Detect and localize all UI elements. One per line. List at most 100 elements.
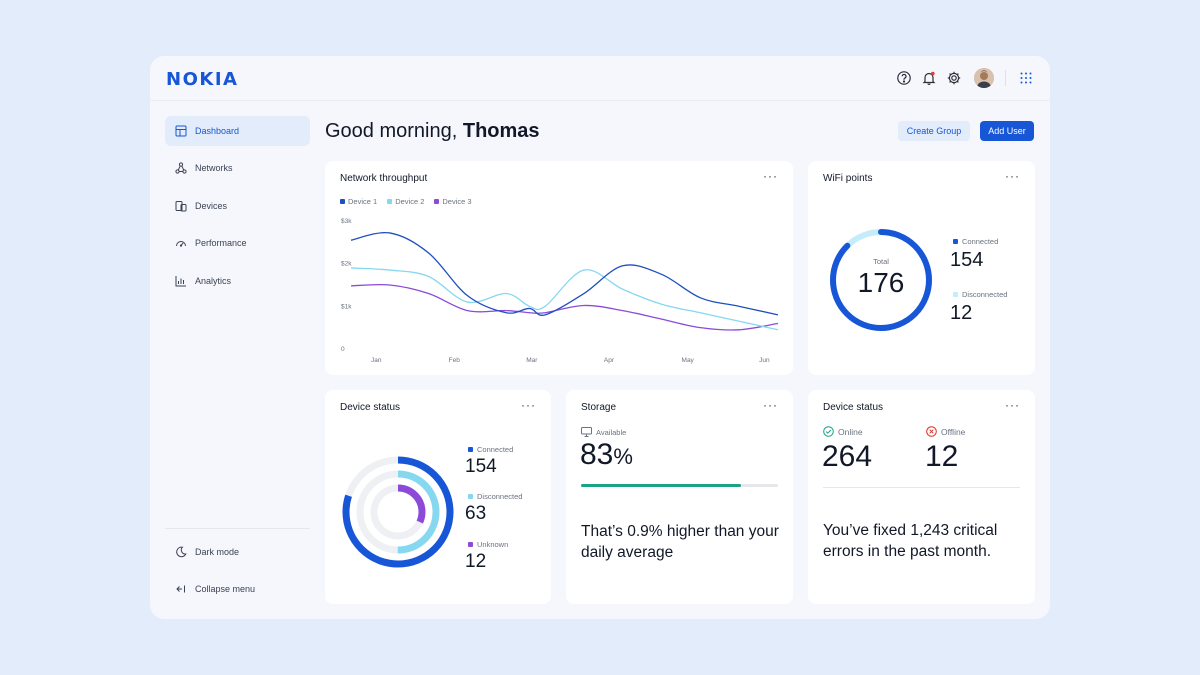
- series-line-device-3: [350, 283, 779, 331]
- sidebar-item-devices[interactable]: Devices: [165, 191, 310, 221]
- legend-item: Device 1: [340, 197, 377, 206]
- moon-icon: [174, 545, 188, 559]
- sidebar-item-label: Performance: [195, 238, 247, 248]
- y-tick-label: $1k: [341, 303, 352, 310]
- sidebar-item-dashboard[interactable]: Dashboard: [165, 116, 310, 146]
- legend-swatch: [953, 292, 958, 297]
- label-text: Connected: [477, 445, 514, 454]
- performance-gauge-icon: [174, 236, 188, 250]
- wifi-donut-chart: [830, 229, 932, 331]
- chart-legend: Device 1 Device 2 Device 3: [340, 197, 482, 206]
- connected-count: 154: [950, 249, 984, 271]
- nokia-logo[interactable]: NOKIA: [166, 69, 239, 90]
- label-text: Disconnected: [962, 290, 1008, 299]
- wifi-points-card: WiFi points ··· Total 176 Connected 154 …: [808, 161, 1035, 375]
- label-text: Offline: [941, 426, 966, 437]
- ring-unknown: [370, 484, 426, 540]
- legend-label: Device 1: [348, 197, 378, 206]
- monitor-icon: [581, 427, 592, 437]
- offline-count: 12: [925, 440, 959, 473]
- unknown-count: 12: [465, 551, 487, 572]
- networks-icon: [174, 161, 188, 175]
- throughput-line-chart: 0 $1k $2k $3k Jan Feb Mar Apr May Jun: [341, 218, 779, 364]
- sidebar-item-label: Networks: [195, 163, 233, 173]
- collapse-menu-label: Collapse menu: [195, 584, 256, 594]
- x-tick-label: Jun: [759, 357, 770, 364]
- ring-disconnected: [356, 470, 440, 554]
- add-user-button[interactable]: Add User: [980, 121, 1034, 141]
- disconnected-label: Disconnected: [953, 290, 1007, 299]
- sidebar-item-analytics[interactable]: Analytics: [165, 266, 310, 296]
- device-status-summary-card: Device status ··· Online 264 Offline 12 …: [808, 390, 1035, 604]
- collapse-menu-button[interactable]: Collapse menu: [165, 574, 310, 604]
- sidebar-item-performance[interactable]: Performance: [165, 228, 310, 258]
- legend-item: Device 3: [434, 197, 472, 206]
- error-circle-icon: [926, 426, 937, 437]
- network-throughput-card: Network throughput ··· Device 1 Device 2…: [325, 161, 793, 375]
- sidebar-item-label: Devices: [195, 201, 228, 211]
- dark-mode-toggle[interactable]: Dark mode: [165, 537, 310, 567]
- top-bar: NOKIA: [150, 56, 1050, 101]
- device-status-rings-chart: [342, 456, 454, 568]
- help-icon[interactable]: [896, 70, 912, 86]
- y-tick-label: $3k: [341, 218, 352, 225]
- x-tick-label: Jan: [371, 357, 382, 364]
- legend-swatch: [468, 494, 473, 499]
- label-text: Online: [838, 426, 863, 437]
- toolbar-divider: [1005, 70, 1006, 86]
- connected-count: 154: [465, 456, 497, 477]
- more-options-icon[interactable]: ···: [521, 398, 536, 412]
- disconnected-label: Disconnected: [468, 492, 522, 501]
- more-options-icon[interactable]: ···: [763, 169, 778, 183]
- x-tick-label: Apr: [604, 357, 615, 364]
- label-text: Connected: [962, 237, 999, 246]
- greeting-text: Good morning,: [325, 120, 458, 142]
- dashboard-icon: [174, 124, 188, 138]
- legend-swatch: [953, 239, 958, 244]
- card-title: Device status: [340, 402, 401, 413]
- unknown-label: Unknown: [468, 540, 508, 549]
- sidebar-item-label: Dashboard: [195, 126, 240, 136]
- dark-mode-label: Dark mode: [195, 547, 240, 557]
- storage-percent: 83%: [580, 438, 633, 472]
- user-avatar[interactable]: [974, 68, 994, 88]
- connected-label: Connected: [468, 445, 513, 454]
- legend-swatch: [434, 199, 440, 204]
- create-group-button[interactable]: Create Group: [898, 121, 970, 141]
- label-text: Available: [596, 427, 627, 437]
- storage-card: Storage ··· Available 83% That’s 0.9% hi…: [566, 390, 793, 604]
- disconnected-count: 12: [950, 302, 973, 324]
- more-options-icon[interactable]: ···: [1005, 169, 1020, 183]
- apps-grid-icon[interactable]: [1018, 70, 1034, 86]
- sidebar-item-networks[interactable]: Networks: [165, 153, 310, 183]
- analytics-chart-icon: [174, 274, 188, 288]
- settings-gear-icon[interactable]: [946, 70, 962, 86]
- devices-icon: [174, 199, 188, 213]
- divider: [823, 487, 1020, 488]
- legend-swatch: [468, 542, 473, 547]
- sidebar-item-label: Analytics: [195, 276, 232, 286]
- notification-bell-icon[interactable]: [921, 70, 937, 86]
- more-options-icon[interactable]: ···: [1005, 398, 1020, 412]
- more-options-icon[interactable]: ···: [763, 398, 778, 412]
- x-tick-label: Mar: [526, 357, 538, 364]
- available-label: Available: [581, 427, 626, 437]
- storage-progress-fill: [581, 484, 741, 487]
- card-title: Network throughput: [340, 173, 428, 184]
- y-tick-label: 0: [341, 346, 345, 353]
- legend-label: Device 3: [442, 197, 472, 206]
- card-title: Storage: [581, 402, 617, 413]
- series-line-device-1: [350, 231, 779, 316]
- x-tick-label: May: [682, 357, 695, 364]
- series-line-device-2: [350, 267, 779, 331]
- offline-label: Offline: [926, 426, 965, 437]
- disconnected-count: 63: [465, 503, 487, 524]
- collapse-icon: [174, 582, 188, 596]
- sidebar: Dashboard Networks Devices Performance A…: [165, 116, 310, 606]
- user-name: Thomas: [462, 120, 540, 142]
- sidebar-divider: [165, 528, 310, 529]
- connected-label: Connected: [953, 237, 998, 246]
- app-window: NOKIA Dashboard Networks Devices: [150, 56, 1050, 619]
- device-status-rings-card: Device status ··· Connected 154 Disconne…: [325, 390, 551, 604]
- legend-swatch: [468, 447, 473, 452]
